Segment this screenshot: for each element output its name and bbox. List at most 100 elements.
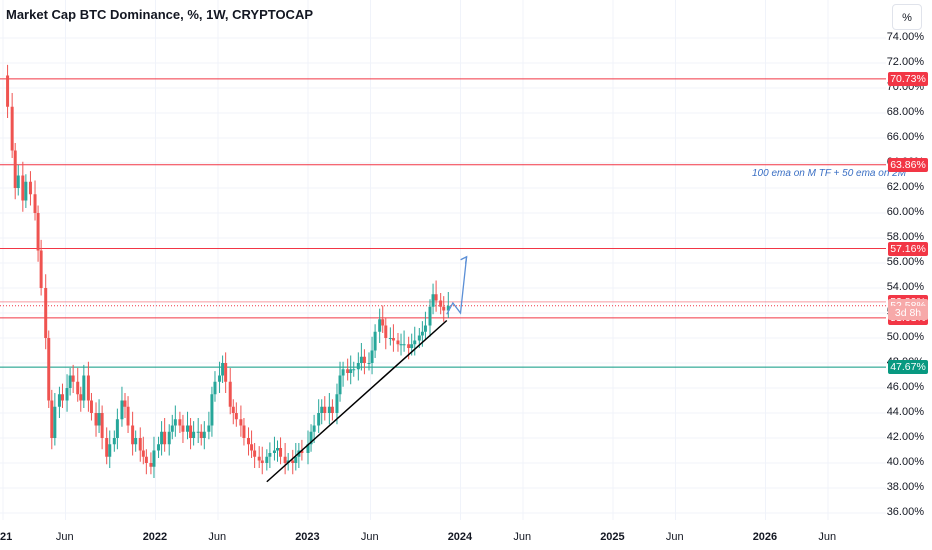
candle-body — [6, 75, 10, 107]
candle-body — [439, 300, 443, 307]
candle-body — [144, 456, 148, 463]
x-tick-label: 2025 — [600, 531, 625, 543]
projection-arrowhead — [460, 255, 468, 264]
candle-body — [36, 213, 40, 251]
candle-body — [39, 250, 43, 288]
candle-body — [186, 425, 190, 432]
x-tick-label: 2026 — [752, 531, 778, 543]
y-tick-label: 60.00% — [886, 206, 924, 218]
candle-body — [320, 406, 324, 413]
y-tick-label: 56.00% — [886, 256, 924, 268]
candle-body — [356, 363, 360, 370]
candle-body — [381, 319, 385, 326]
x-tick-label: Jun — [665, 531, 684, 543]
candle-body — [112, 438, 116, 445]
ema-annotation: 100 ema on M TF + 50 ema on 2M — [752, 168, 907, 179]
candle-body — [228, 381, 232, 407]
candle-body — [60, 394, 64, 401]
candle-body — [423, 325, 427, 332]
candle-body — [260, 460, 264, 463]
candle-body — [173, 419, 177, 426]
chart-title: Market Cap BTC Dominance, %, 1W, CRYPTOC… — [6, 7, 314, 22]
y-tick-label: 50.00% — [886, 331, 924, 343]
candle-body — [359, 356, 363, 363]
candle-body — [349, 369, 353, 373]
candle-body — [152, 450, 156, 467]
candle-body — [10, 106, 14, 151]
candle-body — [300, 450, 304, 453]
y-tick-label: 54.00% — [886, 281, 924, 293]
candle-body — [399, 344, 403, 346]
x-tick-label: 21 — [0, 531, 13, 543]
candle-body — [207, 425, 211, 432]
candle-body — [257, 456, 261, 461]
candle-body — [163, 431, 167, 445]
candle-body — [309, 431, 313, 445]
candle-body — [346, 369, 350, 373]
candle-body — [330, 406, 334, 413]
x-tick-label: Jun — [818, 531, 837, 543]
y-tick-label: 46.00% — [886, 381, 924, 393]
candle-body — [388, 338, 392, 339]
candle-body — [335, 394, 339, 413]
candle-body — [115, 419, 119, 438]
candle-body — [138, 438, 142, 451]
candle-body — [338, 375, 342, 395]
candle-body — [370, 350, 374, 363]
candle-body — [202, 431, 206, 438]
candle-body — [434, 294, 438, 301]
candle-body — [181, 425, 185, 432]
candle-body — [89, 400, 93, 413]
candlestick-series — [6, 64, 450, 478]
candle-body — [213, 381, 217, 395]
candle-body — [231, 406, 235, 413]
candle-body — [323, 406, 327, 413]
trend-lines — [266, 255, 468, 483]
candle-body — [126, 406, 130, 426]
level-badge: 70.73% — [888, 71, 928, 86]
x-tick-label: Jun — [55, 531, 74, 543]
candle-body — [94, 413, 98, 426]
candle-body — [291, 460, 295, 463]
candle-body — [317, 413, 321, 426]
candle-body — [108, 444, 112, 457]
candle-body — [82, 375, 86, 401]
y-tick-label: 58.00% — [886, 231, 924, 243]
candle-body — [413, 340, 417, 345]
candle-body — [167, 431, 171, 445]
candle-body — [276, 448, 279, 451]
candle-body — [253, 450, 257, 457]
candle-body — [417, 335, 421, 341]
level-badge: 63.86% — [888, 157, 928, 172]
level-badge: 47.67% — [888, 360, 928, 375]
candle-body — [105, 438, 109, 457]
candle-body — [160, 431, 164, 445]
candle-body — [446, 305, 450, 311]
candle-body — [134, 438, 138, 445]
candle-body — [279, 448, 283, 457]
candle-body — [250, 444, 254, 451]
x-tick-label: 2024 — [447, 531, 473, 543]
candle-body — [178, 419, 182, 426]
y-tick-label: 74.00% — [886, 31, 924, 43]
candle-body — [428, 306, 432, 326]
x-tick-label: Jun — [513, 531, 532, 543]
candle-body — [28, 181, 32, 195]
candle-body — [234, 413, 238, 420]
candle-body — [97, 413, 101, 426]
candle-body — [402, 344, 406, 346]
candle-body — [396, 340, 400, 345]
candle-body — [378, 319, 382, 332]
candle-body — [247, 438, 251, 445]
candle-body — [410, 344, 414, 348]
candle-body — [373, 331, 377, 351]
unit-button[interactable]: % — [892, 4, 922, 30]
candle-body — [312, 425, 316, 432]
candle-body — [149, 463, 153, 467]
candle-body — [21, 175, 25, 201]
candle-body — [306, 444, 310, 453]
candle-body — [196, 431, 200, 433]
candle-body — [50, 400, 54, 438]
candle-body — [327, 406, 331, 413]
